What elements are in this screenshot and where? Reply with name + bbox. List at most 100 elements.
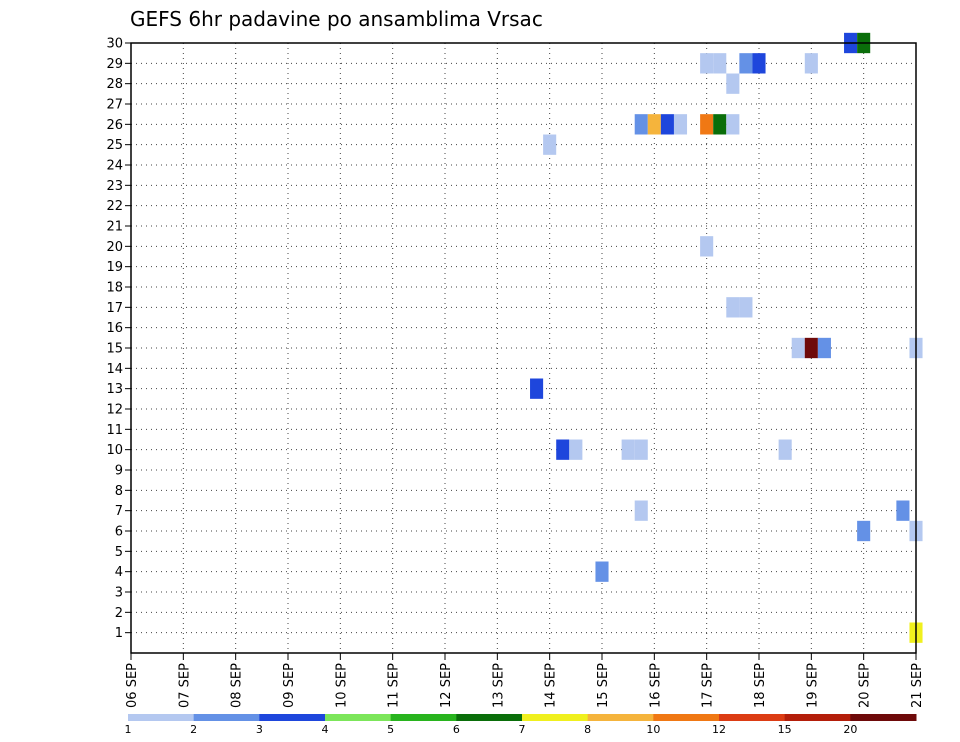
x-tick-label: 12 SEP [439, 663, 454, 708]
heatmap-cell [857, 520, 871, 542]
heatmap-cell [543, 134, 557, 155]
colorbar-swatch [784, 714, 851, 721]
x-tick-label: 09 SEP [282, 663, 297, 708]
y-tick-label: 6 [115, 525, 123, 540]
y-tick-label: 27 [106, 98, 123, 113]
grid-lines [131, 42, 916, 653]
y-tick-label: 23 [106, 179, 123, 194]
y-tick-label: 29 [106, 57, 123, 72]
heatmap-cell [791, 337, 805, 359]
x-tick-label: 15 SEP [596, 663, 611, 708]
y-tick-label: 1 [115, 626, 123, 641]
y-tick-label: 21 [106, 220, 123, 235]
heatmap-cell [673, 114, 688, 135]
heatmap-cell [700, 53, 714, 74]
y-tick-label: 13 [106, 382, 123, 397]
y-tick-label: 15 [106, 342, 123, 357]
heatmap-cell [713, 53, 727, 74]
colorbar-label: 6 [453, 723, 460, 736]
colorbar-label: 8 [584, 723, 591, 736]
y-tick-label: 16 [106, 321, 123, 336]
x-tick-label: 19 SEP [805, 663, 820, 708]
x-tick-label: 08 SEP [230, 663, 245, 708]
heatmap-cell [647, 114, 661, 135]
colorbar-label: 5 [387, 723, 394, 736]
heatmap-cell [530, 378, 544, 399]
heatmap-cell [634, 114, 648, 135]
y-tick-label: 11 [106, 423, 123, 438]
y-tick-label: 18 [106, 281, 123, 296]
colorbar-label: 12 [712, 723, 726, 736]
y-tick-label: 22 [106, 199, 123, 214]
x-tick-label: 06 SEP [125, 663, 140, 708]
colorbar-label: 20 [843, 723, 857, 736]
x-tick-label: 10 SEP [334, 663, 349, 708]
colorbar-label: 1 [125, 723, 132, 736]
y-tick-label: 20 [106, 240, 123, 255]
heatmap-cell [726, 73, 740, 94]
y-tick-label: 24 [106, 159, 123, 174]
colorbar-label: 3 [256, 723, 263, 736]
heatmap-cell [778, 439, 792, 460]
x-tick-label: 07 SEP [177, 663, 192, 708]
heatmap-cell [739, 53, 753, 74]
heatmap-cell [804, 53, 818, 74]
heatmap-cell [726, 297, 740, 318]
colorbar-swatch [587, 714, 654, 721]
y-axis: 1234567891011121314151617181920212223242… [106, 37, 131, 641]
colorbar-swatch [456, 714, 523, 721]
colorbar-swatch [653, 714, 720, 721]
x-tick-label: 17 SEP [701, 663, 716, 708]
y-tick-label: 5 [115, 545, 123, 560]
heatmap-cell [569, 439, 583, 460]
x-axis: 06 SEP 07 SEP 08 SEP 09 SEP 10 SEP 11 SEP 12 S… [125, 653, 925, 708]
colorbar-swatch [522, 714, 589, 721]
heatmap-cell [634, 500, 648, 521]
colorbar-label: 10 [646, 723, 660, 736]
x-tick-label: 16 SEP [648, 663, 663, 708]
heatmap-cell [556, 439, 570, 460]
x-tick-label: 13 SEP [491, 663, 506, 708]
y-tick-label: 26 [106, 118, 123, 133]
y-tick-label: 3 [115, 586, 123, 601]
y-tick-label: 2 [115, 606, 123, 621]
heatmap-cell [700, 236, 714, 257]
colorbar-swatch [128, 714, 195, 721]
heatmap-cell [739, 297, 753, 318]
x-tick-label: 11 SEP [387, 663, 402, 708]
y-tick-label: 8 [115, 484, 123, 499]
heatmap-cell [804, 337, 818, 359]
y-tick-label: 9 [115, 464, 123, 479]
chart-title: GEFS 6hr padavine po ansamblima Vrsac [130, 7, 543, 31]
colorbar-swatch [719, 714, 786, 721]
y-tick-label: 25 [106, 138, 123, 153]
colorbar-label: 7 [519, 723, 526, 736]
y-tick-label: 14 [106, 362, 123, 377]
y-tick-label: 7 [115, 504, 123, 519]
y-tick-label: 28 [106, 77, 123, 92]
y-tick-label: 19 [106, 260, 123, 275]
heatmap-cell [817, 337, 831, 359]
x-tick-label: 21 SEP [910, 663, 925, 708]
heatmap-cell [621, 439, 635, 460]
heatmap-cell [634, 439, 648, 460]
y-tick-label: 17 [106, 301, 123, 316]
colorbar-label: 2 [190, 723, 197, 736]
y-tick-label: 10 [106, 443, 123, 458]
heatmap-cells [530, 32, 923, 643]
colorbar-swatch [850, 714, 917, 721]
x-tick-label: 18 SEP [753, 663, 768, 708]
heatmap-cell [700, 114, 714, 135]
x-tick-label: 14 SEP [544, 663, 559, 708]
colorbar-swatch [390, 714, 457, 721]
colorbar: 1 2 3 4 5 6 7 8 10 12 15 20 [125, 714, 917, 736]
heatmap-cell [752, 53, 766, 74]
x-tick-label: 20 SEP [858, 663, 873, 708]
heatmap-cell [713, 114, 727, 135]
y-tick-label: 4 [115, 565, 123, 580]
colorbar-swatch [193, 714, 260, 721]
colorbar-swatch [259, 714, 326, 721]
heatmap-cell [726, 114, 740, 135]
heatmap-cell [896, 500, 910, 521]
